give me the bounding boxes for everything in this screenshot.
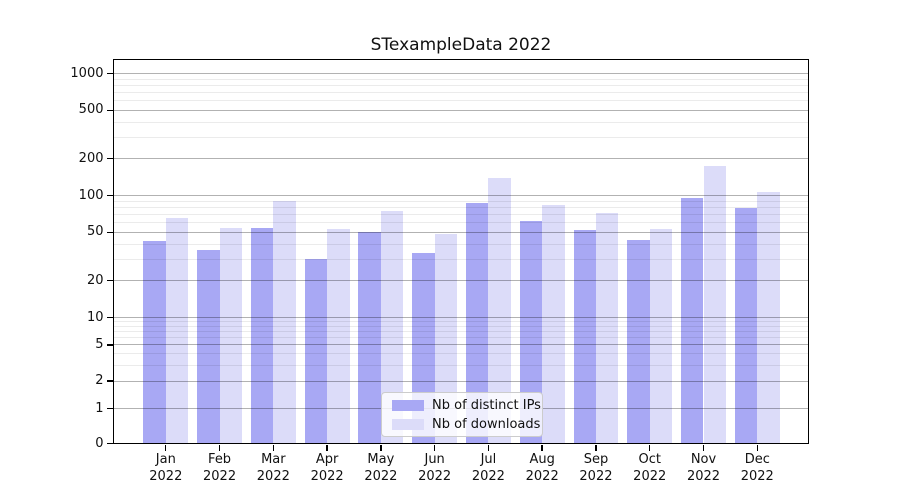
x-tick-year: 2022 [149,468,183,484]
y-tick-label: 100 [78,187,104,203]
x-tick-year: 2022 [633,468,667,484]
x-tick-year: 2022 [525,468,559,484]
x-tick-label-aug: Aug 2022 [510,451,574,485]
x-tick-label-mar: Mar 2022 [241,451,305,485]
y-tick-label: 5 [95,336,104,352]
y-tick-label: 500 [78,102,104,118]
x-tick-year: 2022 [203,468,237,484]
x-tick-year: 2022 [579,468,613,484]
gridline-minor [113,121,809,123]
x-tick-year: 2022 [740,468,774,484]
bar-downloads-sep [595,212,619,444]
bar-ips-jul [466,202,489,444]
x-tick-year: 2022 [418,468,452,484]
legend-label-distinct-ips: Nb of distinct IPs [432,397,541,413]
y-tick [107,344,113,346]
y-tick-label: 200 [78,150,104,166]
x-tick-year: 2022 [471,468,505,484]
y-tick [107,407,113,410]
bar-downloads-jul [488,177,511,444]
x-tick-label-dec: Dec 2022 [725,451,789,485]
x-tick [165,444,167,451]
y-tick [107,109,113,111]
y-tick-label: 10 [86,309,104,325]
y-tick [107,280,113,282]
x-tick-label-nov: Nov 2022 [672,451,736,485]
bar-downloads-feb [219,228,242,444]
y-tick [107,380,113,382]
bar-ips-dec [734,207,758,444]
x-tick-label-apr: Apr 2022 [295,451,359,485]
x-tick [218,444,221,451]
bar-downloads-oct [649,229,673,444]
legend-swatch-downloads [392,418,424,430]
legend-item-distinct-ips: Nb of distinct IPs [392,398,541,413]
x-tick-label-may: May 2022 [349,451,413,485]
x-tick [487,444,490,451]
bar-ips-jan [143,241,166,444]
bar-downloads-apr [327,229,350,444]
gridline-minor [113,91,809,93]
bar-downloads-jun [434,234,458,444]
x-tick-label-jul: Jul 2022 [456,451,520,485]
y-tick-label: 20 [86,272,104,288]
y-tick-label: 50 [86,224,104,240]
x-tick-label-jan: Jan 2022 [134,451,198,485]
x-tick-label-sep: Sep 2022 [564,451,628,485]
chart-title: STexampleData 2022 [370,35,552,55]
gridline-minor [113,136,809,138]
y-tick-label: 1 [95,400,104,416]
y-tick [107,194,113,197]
bar-ips-aug [519,220,543,444]
bar-ips-oct [627,240,650,444]
legend-swatch-distinct-ips [392,399,424,411]
bar-ips-nov [681,198,704,444]
gridline-minor [113,100,809,102]
y-tick [107,72,113,75]
legend: Nb of distinct IPs Nb of downloads [381,392,543,437]
x-tick-year: 2022 [686,468,721,484]
x-tick-label-oct: Oct 2022 [618,451,682,485]
bar-downloads-aug [542,204,565,444]
x-tick [649,444,651,451]
gridline-major [113,158,809,160]
legend-label-downloads: Nb of downloads [432,416,541,432]
bar-downloads-may [380,211,404,444]
bar-ips-sep [573,230,596,444]
x-tick [380,444,382,451]
bar-downloads-jan [165,218,189,444]
bar-downloads-nov [703,165,726,444]
bar-ips-may [358,232,381,444]
x-tick [595,444,597,451]
bar-ips-apr [304,259,328,444]
gridline-major [113,109,809,111]
y-tick-label: 1000 [70,65,104,81]
x-tick-label-feb: Feb 2022 [188,451,252,485]
x-tick-year: 2022 [310,468,344,484]
y-tick-label: 2 [95,373,104,389]
y-tick [107,158,113,160]
x-tick-year: 2022 [256,468,290,484]
bar-ips-feb [197,249,220,444]
y-tick [107,316,113,319]
x-tick-year: 2022 [364,468,398,484]
bar-ips-mar [250,228,274,444]
x-tick [702,444,705,451]
y-tick [107,442,113,445]
bar-downloads-dec [757,191,780,444]
gridline-major [113,73,809,74]
bar-downloads-mar [273,201,296,444]
x-tick [433,444,436,451]
x-tick [326,444,328,451]
x-tick [272,444,275,451]
gridline-minor [113,84,809,86]
x-tick-label-jun: Jun 2022 [403,451,467,485]
y-tick-label: 0 [95,435,104,451]
x-tick [756,444,758,451]
y-tick [107,231,113,233]
legend-item-downloads: Nb of downloads [392,417,540,432]
x-tick [541,444,543,451]
gridline-minor [113,78,809,80]
